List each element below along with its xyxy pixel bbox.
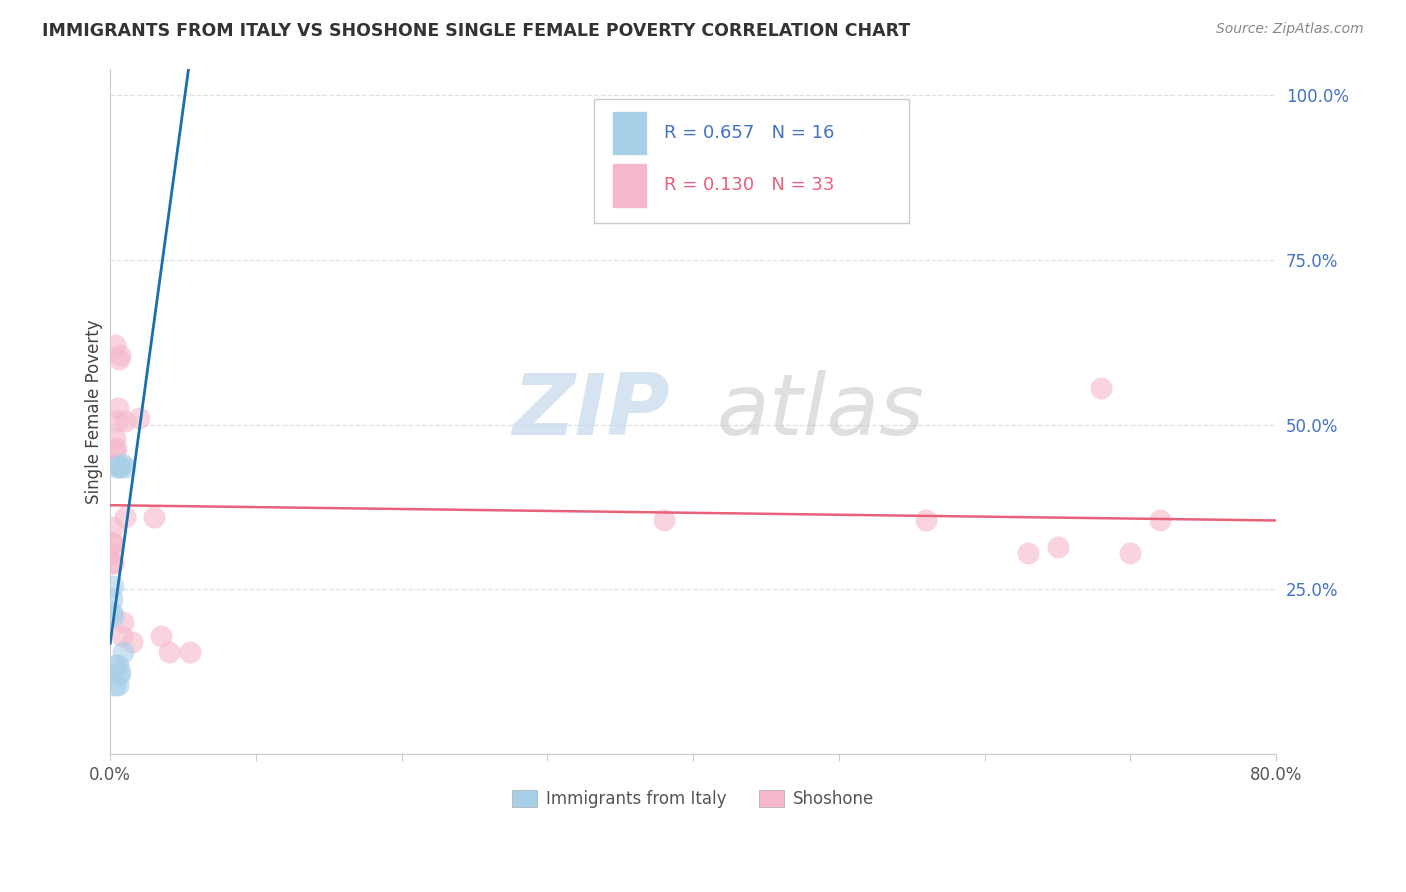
Point <box>1149 513 1171 527</box>
Point <box>110 665 132 679</box>
Point <box>107 401 129 415</box>
Point <box>104 658 127 673</box>
Point <box>114 460 136 475</box>
FancyBboxPatch shape <box>595 99 908 223</box>
Point <box>128 411 150 425</box>
Point <box>104 444 127 458</box>
Point <box>100 606 122 620</box>
Point <box>1046 540 1069 554</box>
Point <box>101 579 124 593</box>
Point <box>105 441 128 455</box>
Point <box>150 628 173 642</box>
Point <box>107 678 129 692</box>
Text: Source: ZipAtlas.com: Source: ZipAtlas.com <box>1216 22 1364 37</box>
Point <box>100 546 122 560</box>
Point <box>1090 381 1112 395</box>
Point <box>111 457 134 471</box>
Point <box>179 645 201 659</box>
Point <box>114 509 136 524</box>
Point <box>108 351 131 366</box>
Point <box>100 536 122 550</box>
Point <box>110 460 132 475</box>
Point <box>101 608 124 623</box>
Point <box>104 678 127 692</box>
Point <box>111 628 134 642</box>
Point <box>101 520 124 534</box>
Text: atlas: atlas <box>717 370 925 453</box>
Text: ZIP: ZIP <box>512 370 669 453</box>
Point <box>121 635 143 649</box>
Point <box>105 457 128 471</box>
Point <box>112 645 135 659</box>
Text: R = 0.657   N = 16: R = 0.657 N = 16 <box>664 124 834 142</box>
Point <box>143 509 166 524</box>
Point <box>108 460 131 475</box>
Point <box>112 615 135 630</box>
Point <box>915 513 938 527</box>
Legend: Immigrants from Italy, Shoshone: Immigrants from Italy, Shoshone <box>506 783 880 814</box>
Point <box>107 414 129 428</box>
FancyBboxPatch shape <box>612 111 647 155</box>
Point <box>652 513 675 527</box>
FancyBboxPatch shape <box>612 163 647 208</box>
Point <box>1119 546 1142 560</box>
Point <box>105 460 128 475</box>
Point <box>100 592 122 607</box>
Point <box>101 556 124 570</box>
Point <box>108 668 131 682</box>
Point <box>107 658 129 673</box>
Point <box>101 536 124 550</box>
Point <box>104 457 127 471</box>
Point <box>104 338 127 352</box>
Point <box>100 556 122 570</box>
Point <box>1017 546 1039 560</box>
Point <box>110 348 132 362</box>
Point <box>114 414 136 428</box>
Point <box>104 431 127 445</box>
Point <box>157 645 180 659</box>
Y-axis label: Single Female Poverty: Single Female Poverty <box>86 319 103 504</box>
Text: IMMIGRANTS FROM ITALY VS SHOSHONE SINGLE FEMALE POVERTY CORRELATION CHART: IMMIGRANTS FROM ITALY VS SHOSHONE SINGLE… <box>42 22 911 40</box>
Text: R = 0.130   N = 33: R = 0.130 N = 33 <box>664 177 834 194</box>
